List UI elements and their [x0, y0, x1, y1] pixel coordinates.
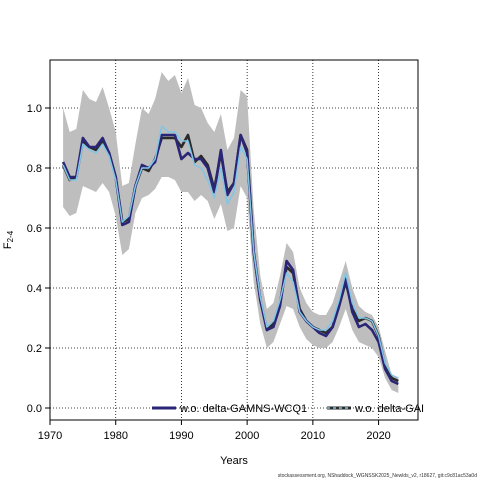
y-axis-title-sub: 2-4	[6, 230, 15, 242]
confidence-band	[63, 72, 399, 393]
x-tick-label: 1980	[103, 430, 127, 442]
y-axis-title: F2-4	[2, 230, 15, 249]
y-tick-label: 0.8	[27, 163, 42, 175]
x-tick-label: 2000	[235, 430, 259, 442]
y-axis-title-main: F	[2, 242, 14, 249]
plot-frame	[49, 59, 419, 421]
series-line-light-blue	[62, 125, 399, 379]
legend: w.o. delta-GAMNS-WCQ1 w.o. delta-GAI	[152, 403, 424, 415]
x-tick-label: 1970	[38, 430, 62, 442]
confidence-band-layer	[63, 72, 399, 393]
footer-credit: stockassessment.org, NShaddock_WGNSSK202…	[278, 473, 477, 479]
y-tick-label: 0.6	[27, 223, 42, 235]
x-tick-label: 2020	[366, 430, 390, 442]
y-axis: 0.0 0.2 0.4 0.6 0.8 1.0	[27, 103, 50, 415]
y-tick-label: 0.0	[27, 403, 42, 415]
legend-label-gamns: w.o. delta-GAMNS-WCQ1	[179, 403, 307, 415]
y-tick-label: 0.2	[27, 343, 42, 355]
x-tick-label: 1990	[169, 430, 193, 442]
x-axis: 1970 1980 1990 2000 2010 2020	[38, 420, 391, 442]
x-axis-title: Years	[220, 455, 248, 467]
legend-label-gai: w.o. delta-GAI	[354, 403, 424, 415]
y-tick-label: 0.4	[27, 283, 42, 295]
x-tick-label: 2010	[301, 430, 325, 442]
series-layer	[61, 125, 399, 386]
y-tick-label: 1.0	[27, 103, 42, 115]
